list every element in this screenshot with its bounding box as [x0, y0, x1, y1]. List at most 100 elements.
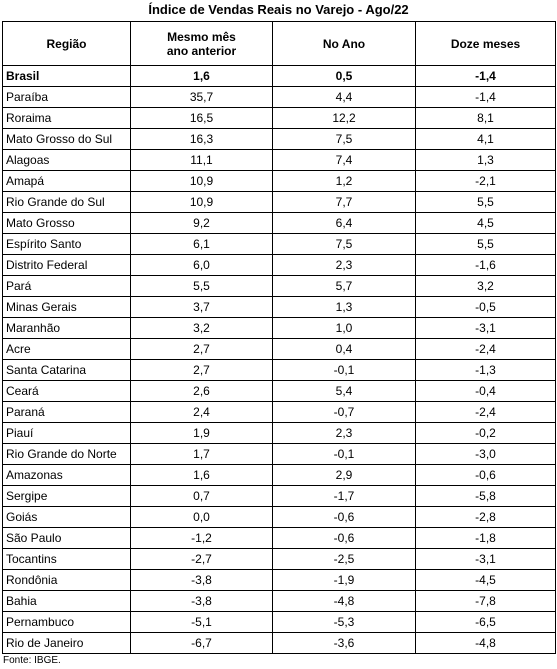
column-header: Região	[2, 21, 131, 66]
region-cell: Roraima	[2, 107, 131, 129]
table-row: Pará 5,5 5,7 3,2	[2, 275, 556, 297]
table-row: Bahia -3,8 -4,8 -7,8	[2, 590, 556, 612]
column-header: Doze meses	[415, 21, 556, 66]
value-cell: 1,3	[415, 149, 556, 171]
value-cell: -2,8	[415, 506, 556, 528]
sales-table: Região Mesmo mês ano anterior No Ano Doze m…	[2, 21, 556, 654]
value-cell: 5,5	[130, 275, 273, 297]
table-row: Espírito Santo 6,1 7,5 5,5	[2, 233, 556, 255]
value-cell: 0,4	[272, 338, 416, 360]
region-cell: São Paulo	[2, 527, 131, 549]
region-cell: Amazonas	[2, 464, 131, 486]
region-cell: Espírito Santo	[2, 233, 131, 255]
table-row: Alagoas 11,1 7,4 1,3	[2, 149, 556, 171]
value-cell: -3,8	[130, 590, 273, 612]
table-row: Mato Grosso do Sul 16,3 7,5 4,1	[2, 128, 556, 150]
region-cell: Amapá	[2, 170, 131, 192]
region-cell: Santa Catarina	[2, 359, 131, 381]
value-cell: 7,5	[272, 128, 416, 150]
value-cell: 10,9	[130, 191, 273, 213]
value-cell: -5,3	[272, 611, 416, 633]
value-cell: -3,0	[415, 443, 556, 465]
table-row: Maranhão 3,2 1,0 -3,1	[2, 317, 556, 339]
value-cell: -0,7	[272, 401, 416, 423]
region-cell: Paraná	[2, 401, 131, 423]
value-cell: -2,4	[415, 401, 556, 423]
value-cell: -5,1	[130, 611, 273, 633]
table-row: Minas Gerais 3,7 1,3 -0,5	[2, 296, 556, 318]
value-cell: 7,5	[272, 233, 416, 255]
table-row: Rondônia -3,8 -1,9 -4,5	[2, 569, 556, 591]
table-row: Paraíba 35,7 4,4 -1,4	[2, 86, 556, 108]
region-cell: Rio Grande do Norte	[2, 443, 131, 465]
value-cell: 5,5	[415, 191, 556, 213]
region-cell: Tocantins	[2, 548, 131, 570]
value-cell: -3,1	[415, 317, 556, 339]
value-cell: -6,5	[415, 611, 556, 633]
value-cell: -7,8	[415, 590, 556, 612]
region-cell: Distrito Federal	[2, 254, 131, 276]
header-row: Região Mesmo mês ano anterior No Ano Doze m…	[2, 21, 556, 66]
table-body: Brasil 1,6 0,5 -1,4 Paraíba 35,7 4,4 -1,4 Roraim…	[2, 65, 556, 654]
region-cell: Sergipe	[2, 485, 131, 507]
value-cell: -1,7	[272, 485, 416, 507]
column-header: Mesmo mês ano anterior	[130, 21, 273, 66]
value-cell: 1,2	[272, 170, 416, 192]
value-cell: -2,7	[130, 548, 273, 570]
value-cell: 1,7	[130, 443, 273, 465]
value-cell: 12,2	[272, 107, 416, 129]
table-row: Goiás 0,0 -0,6 -2,8	[2, 506, 556, 528]
value-cell: 2,3	[272, 254, 416, 276]
value-cell: 5,4	[272, 380, 416, 402]
value-cell: -1,9	[272, 569, 416, 591]
value-cell: 7,4	[272, 149, 416, 171]
value-cell: -0,6	[272, 527, 416, 549]
table-row: Paraná 2,4 -0,7 -2,4	[2, 401, 556, 423]
value-cell: 11,1	[130, 149, 273, 171]
region-cell: Acre	[2, 338, 131, 360]
table-row: Piauí 1,9 2,3 -0,2	[2, 422, 556, 444]
region-cell: Rio Grande do Sul	[2, 191, 131, 213]
region-cell: Minas Gerais	[2, 296, 131, 318]
region-cell: Alagoas	[2, 149, 131, 171]
region-cell: Maranhão	[2, 317, 131, 339]
value-cell: 35,7	[130, 86, 273, 108]
table-row: Santa Catarina 2,7 -0,1 -1,3	[2, 359, 556, 381]
table-row: Rio de Janeiro -6,7 -3,6 -4,8	[2, 632, 556, 654]
value-cell: -2,5	[272, 548, 416, 570]
value-cell: -1,2	[130, 527, 273, 549]
table-row: Acre 2,7 0,4 -2,4	[2, 338, 556, 360]
value-cell: 6,1	[130, 233, 273, 255]
region-cell: Brasil	[2, 65, 131, 87]
value-cell: 2,7	[130, 338, 273, 360]
value-cell: 1,0	[272, 317, 416, 339]
value-cell: 7,7	[272, 191, 416, 213]
region-cell: Piauí	[2, 422, 131, 444]
value-cell: 1,6	[130, 65, 273, 87]
value-cell: -0,1	[272, 443, 416, 465]
value-cell: 3,2	[415, 275, 556, 297]
value-cell: 2,7	[130, 359, 273, 381]
table-row: Amazonas 1,6 2,9 -0,6	[2, 464, 556, 486]
value-cell: 3,7	[130, 296, 273, 318]
value-cell: 0,7	[130, 485, 273, 507]
total-row: Brasil 1,6 0,5 -1,4	[2, 65, 556, 87]
value-cell: -4,5	[415, 569, 556, 591]
table-row: Ceará 2,6 5,4 -0,4	[2, 380, 556, 402]
region-cell: Rio de Janeiro	[2, 632, 131, 654]
table-row: Sergipe 0,7 -1,7 -5,8	[2, 485, 556, 507]
region-cell: Ceará	[2, 380, 131, 402]
value-cell: 6,4	[272, 212, 416, 234]
value-cell: 4,4	[272, 86, 416, 108]
value-cell: 2,3	[272, 422, 416, 444]
value-cell: -0,6	[272, 506, 416, 528]
value-cell: 4,1	[415, 128, 556, 150]
value-cell: -0,4	[415, 380, 556, 402]
value-cell: 16,5	[130, 107, 273, 129]
header-text: No Ano	[322, 36, 366, 51]
value-cell: -4,8	[272, 590, 416, 612]
value-cell: 5,5	[415, 233, 556, 255]
region-cell: Rondônia	[2, 569, 131, 591]
value-cell: -1,8	[415, 527, 556, 549]
value-cell: -1,6	[415, 254, 556, 276]
